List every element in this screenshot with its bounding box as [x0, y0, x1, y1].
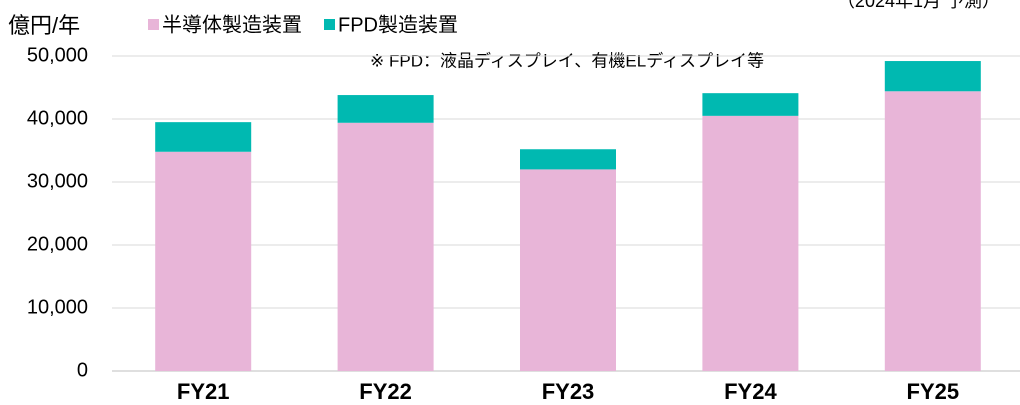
legend-label: 半導体製造装置 — [162, 13, 302, 36]
legend-label: FPD製造装置 — [338, 13, 458, 36]
bar-segment — [337, 95, 434, 123]
subtitle: （2024年1月 予測） — [837, 0, 1000, 11]
bar-segment — [155, 122, 252, 152]
y-tick-label: 20,000 — [27, 233, 88, 255]
bar-segment — [884, 91, 981, 371]
y-tick-label: 30,000 — [27, 170, 88, 192]
bar-segment — [884, 61, 981, 92]
bar-segment — [337, 122, 434, 371]
note: ※ FPD：液晶ディスプレイ、有機ELディスプレイ等 — [370, 50, 764, 70]
x-tick-label: FY22 — [359, 379, 412, 404]
bar-segment — [155, 151, 252, 371]
bar-segment — [520, 149, 616, 170]
legend-swatch — [148, 19, 159, 30]
legend-swatch — [324, 19, 335, 30]
y-axis-label: 億円/年 — [8, 13, 80, 38]
x-tick-label: FY24 — [724, 379, 777, 404]
x-tick-label: FY21 — [177, 379, 230, 404]
bar-segment — [520, 169, 616, 371]
x-tick-label: FY23 — [542, 379, 595, 404]
y-tick-label: 10,000 — [27, 296, 88, 318]
y-tick-label: 0 — [77, 359, 88, 381]
y-tick-label: 40,000 — [27, 107, 88, 129]
bar-segment — [702, 115, 799, 371]
y-tick-label: 50,000 — [27, 44, 88, 66]
bar-segment — [702, 93, 799, 116]
x-tick-label: FY25 — [907, 379, 960, 404]
